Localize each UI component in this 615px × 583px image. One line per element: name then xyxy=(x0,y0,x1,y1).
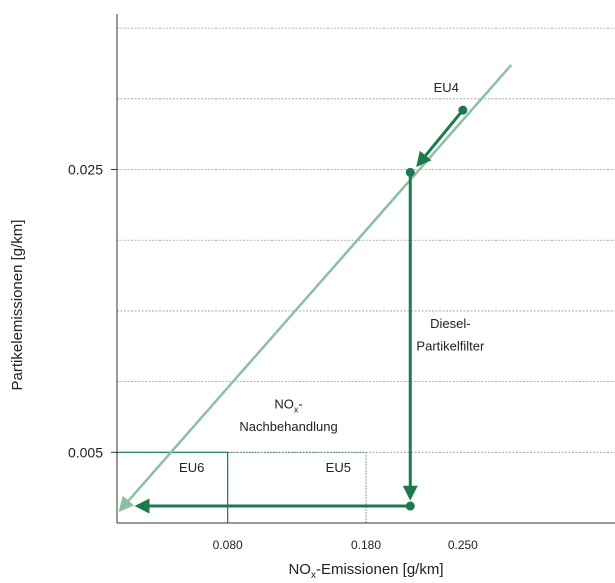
annotation-eu6: EU6 xyxy=(179,460,204,475)
trend-line xyxy=(118,64,513,512)
annotation-nox1: NOx- xyxy=(274,396,302,414)
annotation-eu5: EU5 xyxy=(326,460,351,475)
y-axis-label: Partikelemissionen [g/km] xyxy=(9,220,26,391)
y-tick-label: 0.025 xyxy=(68,162,103,178)
limit-box-eu5 xyxy=(117,451,367,523)
annotation-nox2: Nachbehandlung xyxy=(239,419,337,434)
grid-lines xyxy=(117,27,615,453)
y-tick-label: 0.005 xyxy=(68,444,103,460)
arrow-path-layer xyxy=(134,105,468,514)
x-tick-label: 0.080 xyxy=(213,538,243,552)
annotation-eu4: EU4 xyxy=(434,80,459,95)
labels: 0.025 0.005 0.080 0.180 0.250 EU4 EU6 EU5 Diesel… xyxy=(9,80,485,581)
x-tick-label: 0.250 xyxy=(448,538,478,552)
annotation-diesel1: Diesel- xyxy=(430,316,470,331)
point-filter-start xyxy=(405,167,415,177)
x-axis-label: NOx-Emissionen [g/km] xyxy=(288,561,443,581)
limit-box-eu6 xyxy=(117,451,229,523)
path-arrow-1 xyxy=(416,109,464,168)
x-tick-label: 0.180 xyxy=(351,538,381,552)
trend-line-layer xyxy=(118,64,513,512)
point-eu4 xyxy=(458,105,468,115)
limit-boxes xyxy=(117,451,367,523)
axes xyxy=(111,14,615,524)
annotation-diesel2: Partikelfilter xyxy=(416,339,485,354)
point-treatment-start xyxy=(405,501,415,511)
